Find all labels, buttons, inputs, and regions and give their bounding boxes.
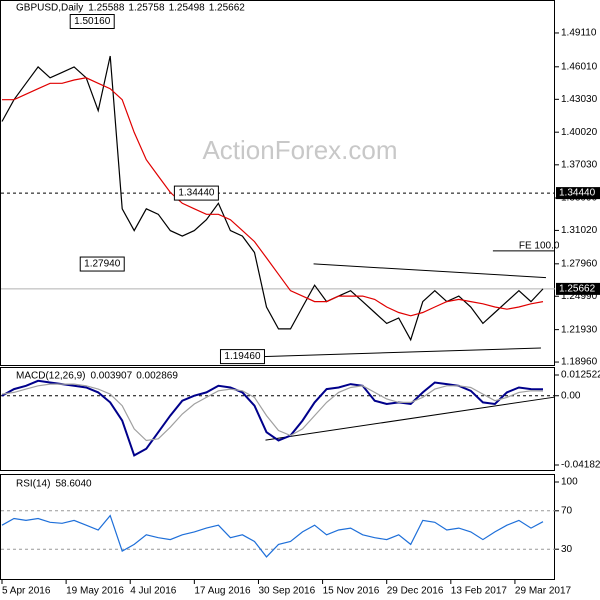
annotation-box (79, 256, 125, 272)
y-tick-label: 0.012522 (561, 370, 600, 381)
y-tick-label: 1.21930 (561, 324, 598, 335)
x-tick-label: 29 Mar 2017 (515, 586, 572, 597)
annotation-label: 1.19460 (224, 351, 261, 362)
x-tick-label: 29 Dec 2016 (387, 586, 444, 597)
macd-value: 0.003907 (90, 371, 132, 382)
annotation-box (69, 14, 115, 30)
current-price-label: 1.25662 (559, 284, 596, 295)
panel-title: MACD(12,26,9) (16, 371, 85, 382)
y-tick-label: 1.24990 (561, 291, 598, 302)
x-tick-label: 30 Sep 2016 (258, 586, 315, 597)
x-tick-label: 19 May 2016 (66, 586, 124, 597)
annotation-label: 1.27940 (84, 259, 121, 270)
level-label-box (556, 187, 600, 200)
x-tick-label: 17 Aug 2016 (194, 586, 251, 597)
x-tick-label: 5 Apr 2016 (2, 586, 51, 597)
quote-value: 1.25588 (88, 3, 125, 14)
level-label: 1.34440 (559, 188, 596, 199)
series-line (1, 379, 544, 457)
y-tick-label: -0.041823 (561, 460, 600, 471)
annotation-box (173, 185, 219, 201)
y-tick-label: 1.46010 (561, 61, 598, 72)
rsi-value: 58.6040 (55, 479, 92, 490)
y-tick-label: 1.27960 (561, 258, 598, 269)
macd-panel (0, 367, 555, 471)
quote-value: 1.25498 (169, 3, 206, 14)
trendline (265, 396, 556, 441)
x-tick-label: 4 Jul 2016 (130, 586, 177, 597)
y-tick-label: 1.40020 (561, 127, 598, 138)
y-tick-label: 1.18960 (561, 357, 598, 368)
y-tick-label: 0.00 (561, 390, 581, 401)
trendline (313, 263, 547, 279)
series-line (1, 383, 544, 442)
annotation-label: 1.34440 (178, 188, 215, 199)
annotation-box (219, 349, 265, 365)
x-tick-label: 13 Feb 2017 (451, 586, 508, 597)
y-tick-label: 70 (561, 505, 573, 516)
price-panel (0, 0, 555, 366)
macd-value: 0.002869 (136, 371, 178, 382)
y-tick-label: 30 (561, 544, 573, 555)
x-tick-label: 15 Nov 2016 (323, 586, 380, 597)
y-tick-label: 1.49110 (561, 28, 597, 39)
watermark: ActionForex.com (202, 135, 397, 165)
trendline (262, 347, 541, 358)
current-price-box (556, 282, 600, 295)
panel-title: GBPUSD,Daily (16, 3, 83, 14)
rsi-panel (0, 474, 555, 580)
y-tick-label: 1.31020 (561, 225, 598, 236)
quote-value: 1.25662 (209, 3, 246, 14)
series-line (1, 514, 544, 558)
y-tick-label: 1.43030 (561, 94, 598, 105)
y-tick-label: 1.37030 (561, 159, 598, 170)
annotation-label: 1.50160 (74, 16, 111, 27)
y-tick-label: 100 (561, 477, 578, 488)
panel-title: RSI(14) (16, 479, 50, 490)
quote-value: 1.25758 (128, 3, 165, 14)
series-line (2, 77, 544, 317)
series-line (1, 55, 544, 342)
fe-label: FE 100.0 (519, 240, 560, 251)
